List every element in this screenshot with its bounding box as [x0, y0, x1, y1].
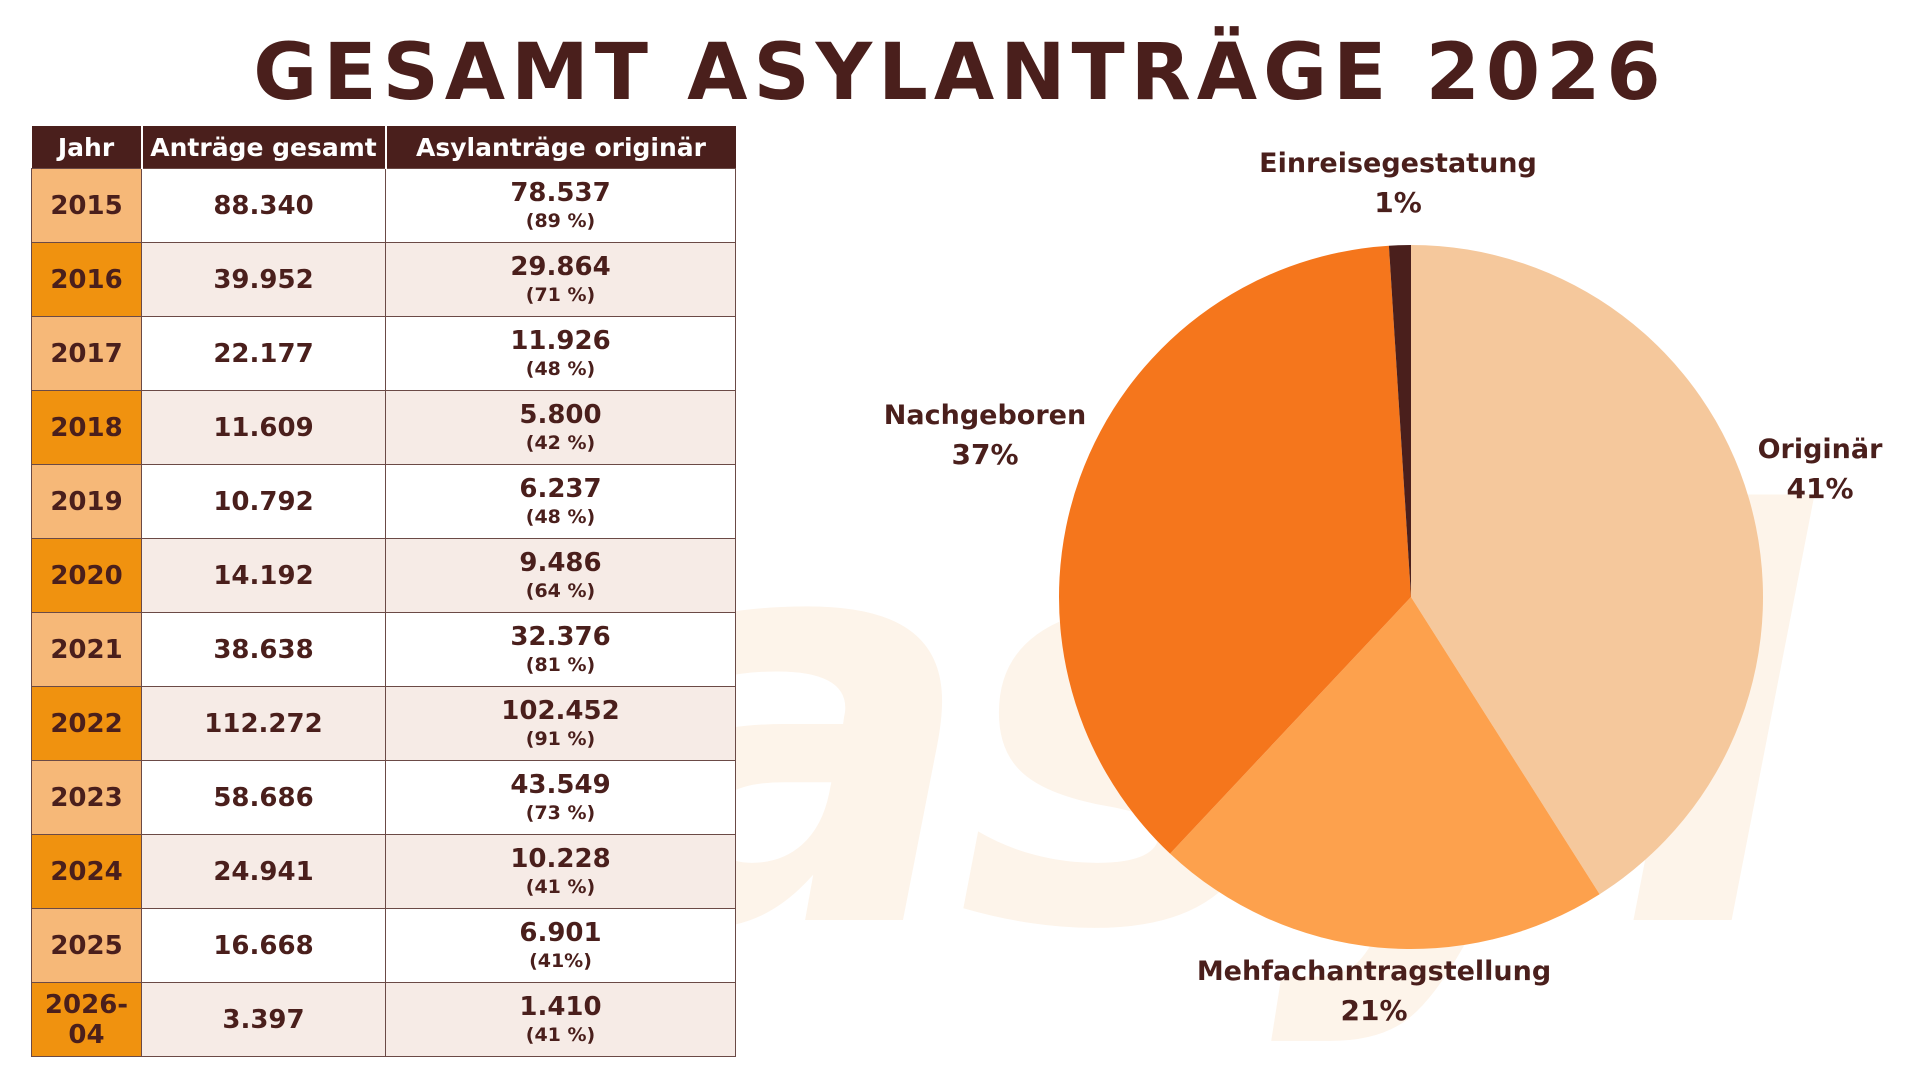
- original-percent: (89 %): [525, 209, 596, 232]
- original-percent: (64 %): [525, 579, 596, 602]
- header-original: Asylanträge originär: [385, 126, 736, 169]
- original-percent: (48 %): [525, 505, 596, 528]
- original-cell: 29.864 (71 %): [385, 242, 736, 317]
- table-row: 2018 11.609 5.800 (42 %): [31, 390, 736, 465]
- original-value: 102.452: [501, 695, 620, 726]
- pie-slice-nachgeboren: [1058, 245, 1411, 854]
- total-cell: 11.609: [141, 390, 386, 465]
- header-year: Jahr: [31, 126, 143, 169]
- original-cell: 78.537 (89 %): [385, 168, 736, 243]
- page-title: GESAMT ASYLANTRÄGE 2026: [253, 28, 1667, 118]
- total-cell: 38.638: [141, 612, 386, 687]
- pie-label-name: Originär: [1758, 434, 1884, 465]
- original-cell: 102.452 (91 %): [385, 686, 736, 761]
- pie-label-group: Einreisegestatung 1%: [1259, 148, 1537, 219]
- original-value: 43.549: [510, 769, 611, 800]
- pie-label-group: Mehfachantragstellung 21%: [1197, 956, 1551, 1027]
- pie-label-name: Mehfachantragstellung: [1197, 956, 1551, 987]
- header-total: Anträge gesamt: [141, 126, 387, 169]
- table-row: 2017 22.177 11.926 (48 %): [31, 316, 736, 391]
- pie-label-name: Einreisegestatung: [1259, 148, 1537, 179]
- total-cell: 39.952: [141, 242, 386, 317]
- pie-label-group: Originär 41%: [1758, 434, 1884, 505]
- year-cell: 2024: [31, 834, 142, 909]
- original-cell: 9.486 (64 %): [385, 538, 736, 613]
- original-value: 6.237: [519, 473, 602, 504]
- table-row: 2019 10.792 6.237 (48 %): [31, 464, 736, 539]
- original-percent: (48 %): [525, 357, 596, 380]
- original-value: 32.376: [510, 621, 611, 652]
- original-value: 29.864: [510, 251, 611, 282]
- table-row: 2016 39.952 29.864 (71 %): [31, 242, 736, 317]
- year-cell: 2023: [31, 760, 142, 835]
- total-cell: 22.177: [141, 316, 386, 391]
- total-cell: 58.686: [141, 760, 386, 835]
- pie-label-percent: 1%: [1374, 186, 1422, 219]
- pie-label-name: Nachgeboren: [884, 400, 1086, 431]
- table-row: 2015 88.340 78.537 (89 %): [31, 168, 736, 243]
- original-cell: 43.549 (73 %): [385, 760, 736, 835]
- pie-label-percent: 41%: [1786, 472, 1853, 505]
- original-percent: (41%): [529, 949, 592, 972]
- original-value: 10.228: [510, 843, 611, 874]
- pie-label-percent: 37%: [951, 438, 1018, 471]
- original-value: 11.926: [510, 325, 611, 356]
- table-row: 2020 14.192 9.486 (64 %): [31, 538, 736, 613]
- original-cell: 11.926 (48 %): [385, 316, 736, 391]
- original-value: 78.537: [510, 177, 611, 208]
- pie-label-group: Nachgeboren 37%: [884, 400, 1086, 471]
- year-cell: 2021: [31, 612, 142, 687]
- year-cell: 2026-04: [31, 982, 142, 1057]
- total-cell: 24.941: [141, 834, 386, 909]
- total-cell: 16.668: [141, 908, 386, 983]
- table-row: 2026-04 3.397 1.410 (41 %): [31, 982, 736, 1057]
- pie-slice-einreisegestatung: [1388, 245, 1411, 597]
- original-percent: (71 %): [525, 283, 596, 306]
- original-percent: (73 %): [525, 801, 596, 824]
- pie-slice-mehfachantragstellung: [1170, 597, 1600, 950]
- original-cell: 1.410 (41 %): [385, 982, 736, 1057]
- pie-label-percent: 21%: [1340, 994, 1407, 1027]
- table-row: 2024 24.941 10.228 (41 %): [31, 834, 736, 909]
- table-header-row: Jahr Anträge gesamt Asylanträge originär: [31, 126, 736, 169]
- original-percent: (41 %): [525, 875, 596, 898]
- original-cell: 10.228 (41 %): [385, 834, 736, 909]
- year-cell: 2015: [31, 168, 142, 243]
- original-value: 6.901: [519, 917, 602, 948]
- original-value: 9.486: [519, 547, 602, 578]
- table-row: 2022 112.272 102.452 (91 %): [31, 686, 736, 761]
- year-cell: 2016: [31, 242, 142, 317]
- total-cell: 112.272: [141, 686, 386, 761]
- original-cell: 6.237 (48 %): [385, 464, 736, 539]
- original-value: 5.800: [519, 399, 602, 430]
- year-cell: 2019: [31, 464, 142, 539]
- total-cell: 3.397: [141, 982, 386, 1057]
- total-cell: 14.192: [141, 538, 386, 613]
- original-cell: 5.800 (42 %): [385, 390, 736, 465]
- table-body: 2015 88.340 78.537 (89 %) 2016 39.952 29.864 (7…: [31, 168, 736, 1057]
- original-percent: (91 %): [525, 727, 596, 750]
- pie-slice-origin-r: [1411, 245, 1763, 895]
- year-cell: 2017: [31, 316, 142, 391]
- original-value: 1.410: [519, 991, 602, 1022]
- asyl-table: Jahr Anträge gesamt Asylanträge originär…: [31, 126, 736, 1057]
- table-row: 2023 58.686 43.549 (73 %): [31, 760, 736, 835]
- original-percent: (81 %): [525, 653, 596, 676]
- year-cell: 2022: [31, 686, 142, 761]
- original-percent: (42 %): [525, 431, 596, 454]
- original-percent: (41 %): [525, 1023, 596, 1046]
